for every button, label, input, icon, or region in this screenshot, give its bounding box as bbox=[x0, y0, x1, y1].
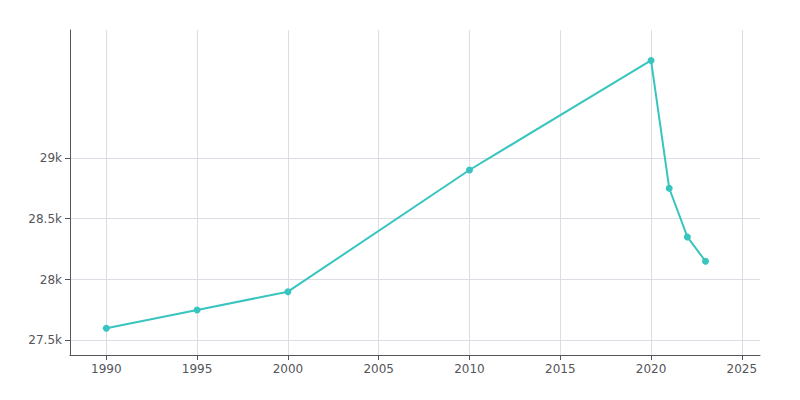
svg-text:1995: 1995 bbox=[182, 362, 213, 376]
svg-text:2025: 2025 bbox=[727, 362, 758, 376]
svg-text:29k: 29k bbox=[40, 151, 62, 165]
svg-text:28.5k: 28.5k bbox=[28, 212, 62, 226]
svg-text:1990: 1990 bbox=[91, 362, 122, 376]
svg-text:2000: 2000 bbox=[273, 362, 304, 376]
svg-text:2005: 2005 bbox=[363, 362, 394, 376]
svg-text:2010: 2010 bbox=[454, 362, 485, 376]
svg-text:27.5k: 27.5k bbox=[28, 333, 62, 347]
svg-text:2015: 2015 bbox=[545, 362, 576, 376]
svg-text:28k: 28k bbox=[40, 273, 62, 287]
svg-text:2020: 2020 bbox=[636, 362, 667, 376]
